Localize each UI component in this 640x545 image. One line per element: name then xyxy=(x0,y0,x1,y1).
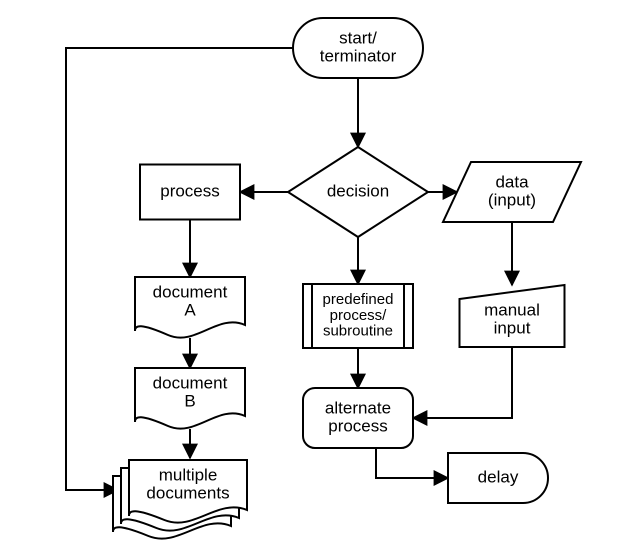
node-multidoc: multipledocuments xyxy=(113,460,247,539)
node-delay-label-0: delay xyxy=(478,467,519,486)
nodes-group: start/terminator decision process data(inpu… xyxy=(113,18,581,539)
node-decision-label-0: decision xyxy=(327,181,389,200)
node-docA: documentA xyxy=(135,277,245,338)
node-start-label-1: terminator xyxy=(320,46,397,65)
node-manual-label-1: input xyxy=(494,318,531,337)
node-predef-label-1: process/ xyxy=(330,307,388,324)
edges-group xyxy=(66,48,512,490)
node-predef: predefinedprocess/subroutine xyxy=(303,284,413,348)
node-data: data(input) xyxy=(443,162,581,222)
node-decision: decision xyxy=(288,147,428,237)
node-docB-label-1: B xyxy=(184,391,195,410)
node-data-label-1: (input) xyxy=(488,190,536,209)
node-docA-label-0: document xyxy=(153,283,228,302)
node-docB: documentB xyxy=(135,368,245,429)
node-docB-label-0: document xyxy=(153,374,228,393)
node-manual-label-0: manual xyxy=(484,301,540,320)
node-predef-label-2: subroutine xyxy=(323,323,393,340)
node-data-label-0: data xyxy=(495,173,529,192)
node-manual: manualinput xyxy=(460,285,565,347)
node-delay: delay xyxy=(448,453,548,503)
node-multidoc-label-1: documents xyxy=(146,483,229,502)
node-multidoc-label-0: multiple xyxy=(159,466,218,485)
node-process: process xyxy=(140,165,240,220)
node-altproc: alternateprocess xyxy=(303,388,413,448)
node-process-label-0: process xyxy=(160,181,220,200)
node-altproc-label-0: alternate xyxy=(325,399,391,418)
node-predef-label-0: predefined xyxy=(323,291,394,308)
edge-altproc-delay xyxy=(376,448,448,478)
edge-manual-altproc xyxy=(413,347,512,418)
flowchart-canvas: start/terminator decision process data(inpu… xyxy=(0,0,640,545)
node-altproc-label-1: process xyxy=(328,416,388,435)
node-start-label-0: start/ xyxy=(339,29,377,48)
node-docA-label-1: A xyxy=(184,300,196,319)
node-start: start/terminator xyxy=(293,18,423,78)
